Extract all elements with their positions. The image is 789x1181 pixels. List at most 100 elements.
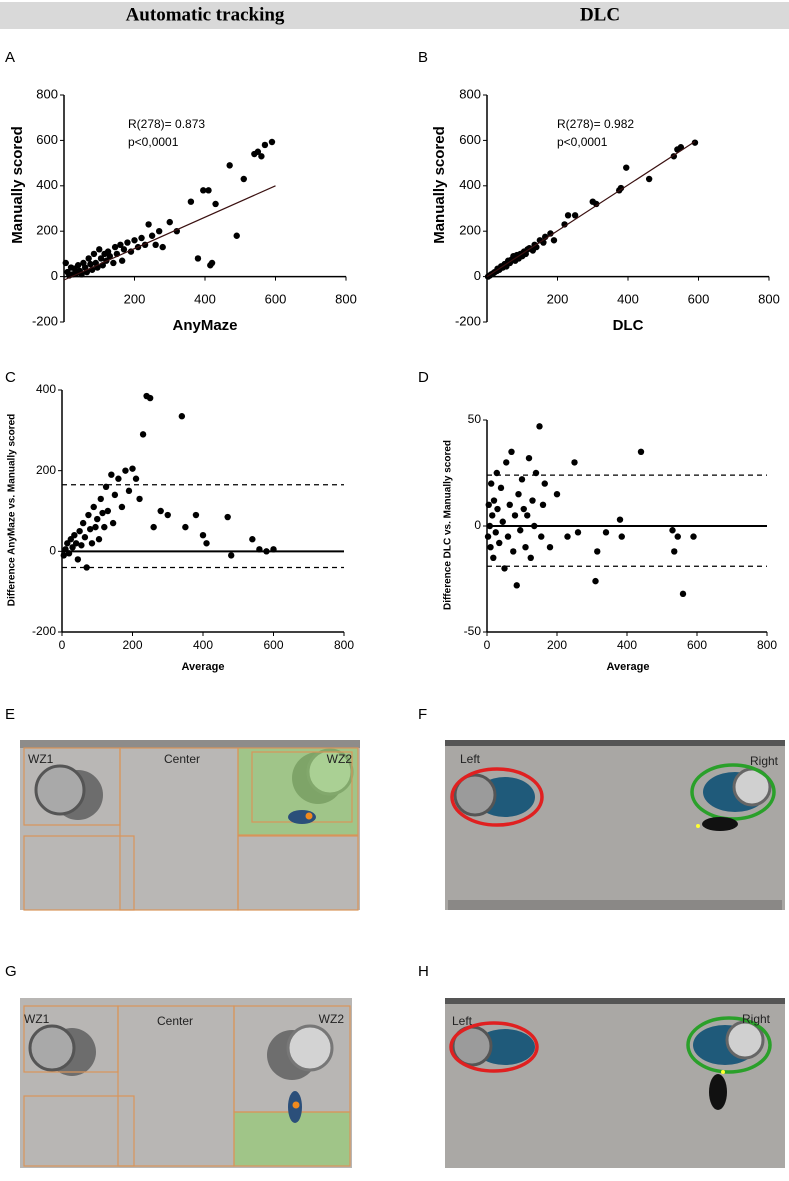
point bbox=[187, 198, 195, 205]
zone-label: Left bbox=[452, 1014, 473, 1028]
point bbox=[513, 582, 520, 589]
x-tick-label: 0 bbox=[484, 638, 491, 652]
x-axis-label: AnyMaze bbox=[172, 317, 237, 334]
zone-label: Left bbox=[460, 752, 481, 766]
point bbox=[111, 491, 119, 499]
x-tick-label: 400 bbox=[617, 291, 639, 306]
point bbox=[617, 184, 625, 192]
point bbox=[65, 550, 73, 557]
annotation: p<0,0001 bbox=[128, 135, 179, 149]
point bbox=[261, 141, 269, 149]
point bbox=[493, 469, 500, 477]
x-tick-label: 200 bbox=[547, 638, 567, 652]
point bbox=[157, 507, 164, 515]
point bbox=[148, 232, 156, 239]
y-tick-label: -200 bbox=[455, 313, 481, 328]
point bbox=[564, 212, 572, 219]
x-tick-label: 600 bbox=[263, 638, 283, 652]
point bbox=[111, 243, 119, 251]
point bbox=[637, 448, 645, 455]
x-axis-label: Average bbox=[606, 661, 649, 673]
point bbox=[669, 527, 676, 534]
point bbox=[504, 533, 512, 540]
point bbox=[146, 394, 154, 402]
y-tick-label: 800 bbox=[459, 86, 481, 101]
point bbox=[164, 511, 171, 519]
point bbox=[138, 234, 145, 242]
point bbox=[88, 540, 96, 547]
point bbox=[85, 511, 92, 519]
panel-letter: G bbox=[5, 963, 17, 980]
point bbox=[571, 212, 579, 219]
point bbox=[192, 511, 200, 519]
x-tick-label: 800 bbox=[335, 291, 357, 306]
point bbox=[118, 257, 126, 264]
point bbox=[677, 144, 685, 151]
point bbox=[518, 476, 526, 483]
point bbox=[499, 518, 506, 525]
panel-letter: D bbox=[418, 369, 429, 386]
point bbox=[203, 540, 210, 547]
header-bar bbox=[0, 2, 789, 29]
point bbox=[602, 529, 610, 536]
point bbox=[200, 187, 207, 194]
point bbox=[256, 546, 263, 553]
annotation: R(278)= 0.873 bbox=[128, 117, 205, 131]
point bbox=[487, 544, 494, 551]
zone-label: WZ1 bbox=[24, 1012, 50, 1026]
photo-e: WZ1 Center WZ2 bbox=[20, 740, 360, 911]
x-tick-label: 200 bbox=[547, 291, 569, 306]
point bbox=[71, 532, 78, 539]
point bbox=[90, 250, 98, 258]
point bbox=[102, 483, 110, 490]
point bbox=[539, 501, 547, 508]
photo-h: Left Right bbox=[445, 998, 785, 1168]
y-tick-label: 50 bbox=[468, 412, 482, 426]
x-tick-label: 600 bbox=[265, 291, 287, 306]
point bbox=[258, 153, 265, 160]
point bbox=[74, 556, 82, 563]
point bbox=[109, 519, 117, 527]
point bbox=[536, 423, 543, 430]
point bbox=[531, 522, 538, 530]
x-axis-label: Average bbox=[181, 661, 224, 673]
x-axis-label: DLC bbox=[613, 317, 644, 334]
point bbox=[268, 138, 276, 146]
point bbox=[129, 465, 136, 472]
zone-label: WZ1 bbox=[28, 752, 54, 766]
zone-label: WZ2 bbox=[319, 1012, 345, 1026]
point bbox=[497, 484, 505, 492]
point bbox=[104, 507, 112, 515]
point bbox=[517, 527, 524, 534]
y-axis-label: Difference DLC vs. Manually scored bbox=[443, 440, 454, 610]
point bbox=[194, 255, 202, 262]
point bbox=[97, 495, 104, 503]
point bbox=[79, 519, 87, 527]
x-tick-label: 800 bbox=[757, 638, 777, 652]
x-tick-label: 200 bbox=[122, 638, 142, 652]
x-tick-label: 0 bbox=[59, 638, 66, 652]
point bbox=[522, 544, 529, 551]
point bbox=[506, 501, 513, 508]
point bbox=[529, 497, 536, 504]
point bbox=[124, 239, 131, 246]
y-tick-label: 400 bbox=[36, 382, 56, 396]
y-axis-label: Difference AnyMaze vs. Manually scored bbox=[7, 414, 18, 606]
point bbox=[690, 533, 697, 540]
point bbox=[62, 259, 69, 267]
point bbox=[510, 548, 517, 555]
point bbox=[117, 241, 124, 249]
point bbox=[99, 509, 106, 517]
point bbox=[60, 552, 67, 559]
y-tick-label: 200 bbox=[459, 223, 481, 238]
photo-f: Left Right bbox=[445, 740, 785, 910]
point bbox=[96, 246, 103, 253]
header-right: DLC bbox=[580, 4, 620, 25]
panel-letter: E bbox=[5, 706, 15, 723]
fit-line bbox=[486, 141, 696, 278]
point bbox=[679, 590, 687, 598]
point bbox=[122, 467, 129, 474]
point bbox=[139, 431, 147, 438]
zone-label: WZ2 bbox=[327, 752, 353, 766]
